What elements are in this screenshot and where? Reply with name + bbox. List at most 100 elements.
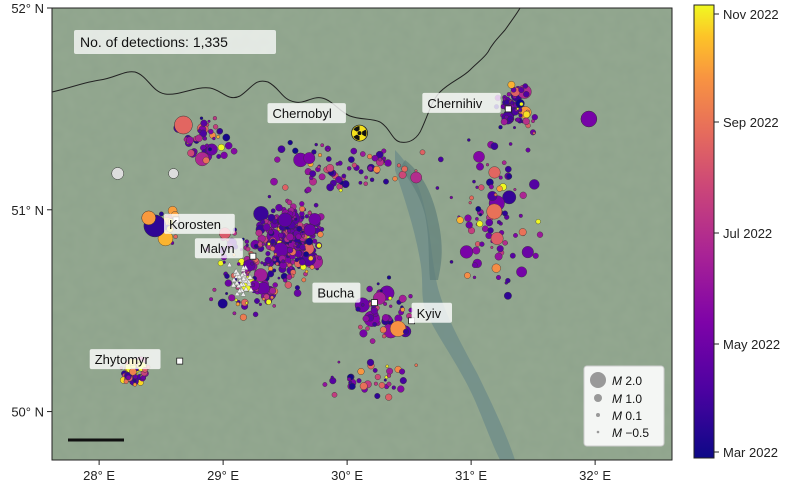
event-683 bbox=[383, 178, 389, 185]
event-566 bbox=[472, 179, 476, 184]
event-707 bbox=[326, 183, 335, 192]
axis-ticks: 28° E 29° E 30° E 31° E 32° E 52° N 51° N 50° N bbox=[11, 1, 611, 483]
event-869 bbox=[322, 382, 328, 387]
event-580 bbox=[525, 147, 531, 153]
magnitude-legend-entry-0: M 2.0 bbox=[612, 374, 642, 388]
lat-tick-2: 50° N bbox=[11, 405, 44, 420]
place-label-0: Chernobyl bbox=[273, 106, 332, 121]
event-270 bbox=[255, 229, 263, 237]
event-479 bbox=[507, 81, 516, 89]
event-524 bbox=[529, 179, 540, 190]
event-234 bbox=[286, 199, 293, 206]
event-345 bbox=[265, 251, 271, 257]
legend-marker-m-05 bbox=[596, 430, 600, 434]
event-180 bbox=[301, 230, 304, 234]
event-516 bbox=[459, 245, 474, 259]
event-333 bbox=[262, 261, 268, 267]
event-190 bbox=[270, 208, 276, 214]
event-525 bbox=[513, 232, 518, 238]
event-700 bbox=[382, 156, 387, 161]
event-886 bbox=[277, 212, 293, 228]
event-492 bbox=[500, 118, 508, 126]
event-793 bbox=[217, 143, 225, 151]
event-847 bbox=[385, 364, 389, 368]
event-879 bbox=[357, 368, 365, 376]
event-814 bbox=[216, 154, 222, 159]
event-825 bbox=[200, 119, 208, 127]
event-500 bbox=[496, 275, 502, 281]
event-499 bbox=[522, 117, 530, 125]
event-386 bbox=[275, 261, 280, 266]
lon-tick-3: 31° E bbox=[455, 468, 487, 483]
city-marker-4 bbox=[370, 299, 378, 307]
place-label-5: Kyiv bbox=[417, 306, 442, 321]
event-494 bbox=[516, 107, 520, 111]
event-697 bbox=[317, 165, 321, 169]
event-407 bbox=[158, 211, 164, 217]
event-575 bbox=[490, 142, 499, 150]
event-420 bbox=[173, 234, 178, 239]
event-820 bbox=[199, 129, 208, 138]
event-701 bbox=[378, 157, 382, 162]
event-782 bbox=[408, 294, 413, 299]
event-503 bbox=[490, 245, 494, 249]
event-375 bbox=[224, 273, 230, 279]
event-331 bbox=[253, 268, 268, 282]
event-398 bbox=[294, 285, 300, 291]
lon-tick-4: 32° E bbox=[579, 468, 611, 483]
event-843 bbox=[399, 377, 407, 385]
event-883 bbox=[580, 110, 598, 128]
event-705 bbox=[335, 161, 340, 166]
event-515 bbox=[469, 195, 474, 201]
land-texture bbox=[52, 8, 672, 460]
event-676 bbox=[437, 156, 444, 163]
event-240 bbox=[286, 233, 294, 241]
event-536 bbox=[476, 220, 484, 228]
magnitude-legend-entry-2: M 0.1 bbox=[612, 409, 642, 423]
event-119 bbox=[316, 243, 322, 249]
event-211 bbox=[294, 217, 298, 221]
event-832 bbox=[224, 141, 233, 150]
event-239 bbox=[308, 213, 321, 226]
event-273 bbox=[298, 258, 306, 266]
map-basemap: Chernobyl Chernihiv Korosten Malyn Bucha Kyiv… bbox=[52, 8, 672, 460]
place-label-4: Bucha bbox=[317, 286, 355, 301]
event-881 bbox=[141, 210, 156, 226]
event-372 bbox=[245, 301, 249, 305]
place-label-3: Malyn bbox=[200, 241, 235, 256]
event-841 bbox=[386, 367, 393, 375]
event-713 bbox=[270, 177, 278, 186]
event-727 bbox=[367, 165, 373, 172]
event-655 bbox=[396, 163, 401, 168]
event-856 bbox=[385, 393, 393, 401]
event-657 bbox=[358, 169, 364, 175]
event-778 bbox=[398, 294, 407, 303]
event-312 bbox=[225, 292, 229, 296]
event-488 bbox=[519, 101, 524, 107]
event-573 bbox=[468, 201, 472, 205]
event-821 bbox=[220, 151, 228, 159]
event-295 bbox=[270, 246, 276, 252]
station-34 bbox=[234, 270, 241, 276]
magnitude-legend-entry-1: M 1.0 bbox=[612, 392, 642, 406]
event-857 bbox=[331, 391, 338, 398]
event-373 bbox=[267, 242, 271, 246]
event-695 bbox=[398, 170, 407, 179]
event-589 bbox=[490, 232, 504, 245]
event-257 bbox=[277, 276, 281, 280]
event-495 bbox=[502, 97, 507, 101]
event-255 bbox=[278, 232, 284, 239]
event-882 bbox=[174, 115, 193, 135]
event-559 bbox=[478, 184, 485, 191]
station-6 bbox=[248, 286, 254, 292]
event-572 bbox=[505, 278, 511, 284]
event-726 bbox=[371, 154, 379, 162]
event-581 bbox=[496, 245, 504, 253]
event-887 bbox=[303, 223, 317, 237]
station-36 bbox=[236, 288, 243, 293]
event-508 bbox=[485, 163, 490, 167]
event-502 bbox=[471, 262, 478, 268]
event-389 bbox=[250, 282, 256, 288]
event-223 bbox=[286, 229, 292, 234]
event-249 bbox=[301, 234, 306, 238]
